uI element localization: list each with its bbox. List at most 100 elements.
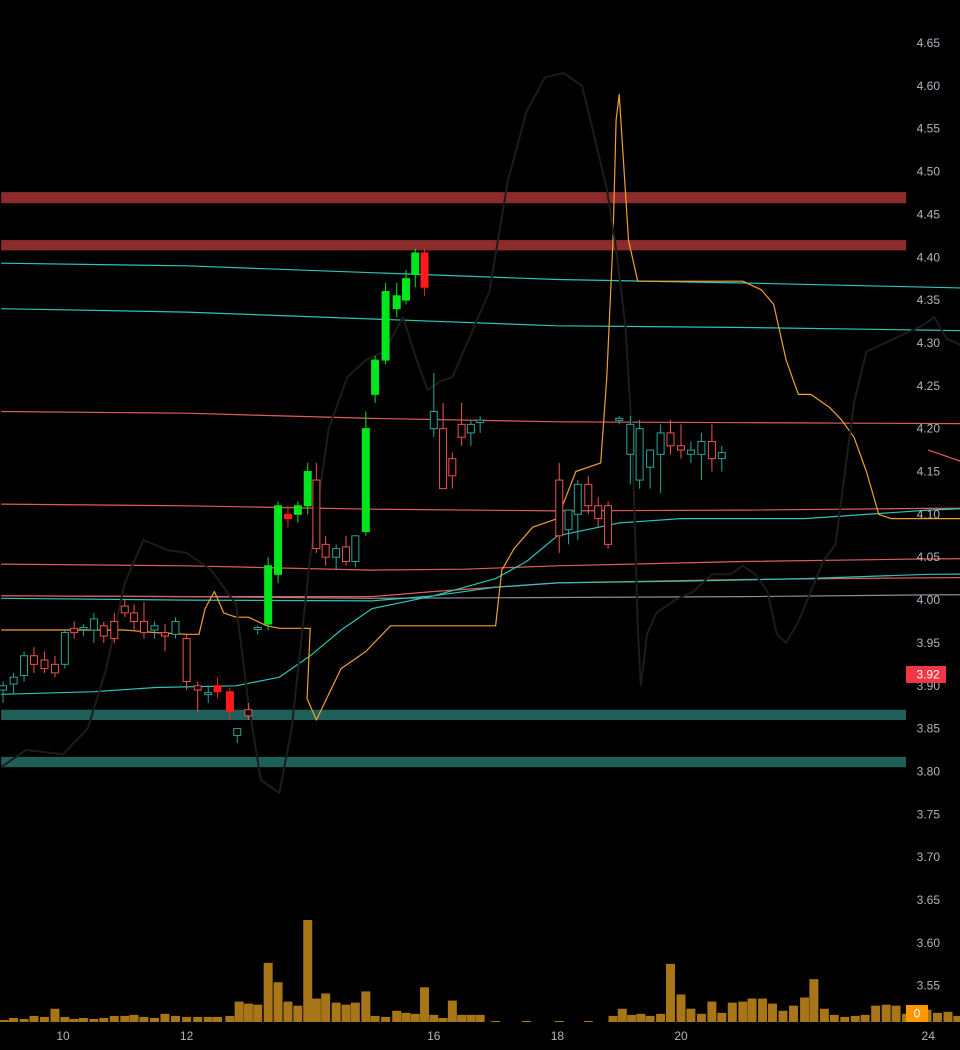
candle-body (40, 659, 49, 670)
candle[interactable] (457, 402, 466, 446)
candle[interactable] (351, 535, 360, 568)
volume-bar (253, 1004, 263, 1022)
candle[interactable] (29, 647, 38, 673)
candle[interactable] (225, 687, 234, 721)
candle[interactable] (171, 617, 180, 639)
candle[interactable] (40, 651, 49, 673)
candle[interactable] (392, 282, 401, 318)
candle[interactable] (626, 415, 635, 485)
candle[interactable] (0, 681, 8, 703)
candle[interactable] (233, 728, 242, 744)
indicator-lines (0, 72, 960, 794)
candle-body (594, 505, 603, 520)
candle-body (293, 505, 302, 515)
candle-body (9, 676, 18, 685)
candle[interactable] (656, 424, 665, 493)
candle-body (193, 685, 202, 691)
candle-body (160, 632, 169, 637)
candle[interactable] (361, 411, 370, 536)
candle[interactable] (604, 501, 613, 549)
candle-body (120, 605, 129, 614)
candle[interactable] (50, 655, 59, 678)
volume-bar (457, 1014, 467, 1022)
candle[interactable] (253, 625, 262, 635)
candle[interactable] (293, 501, 302, 523)
volume-bar (19, 1018, 29, 1022)
price-tick-label: 3.80 (917, 764, 941, 778)
candle[interactable] (381, 282, 390, 365)
volume-bars (0, 920, 960, 1022)
candle[interactable] (160, 624, 169, 652)
candle[interactable] (646, 449, 655, 489)
candle[interactable] (635, 420, 644, 489)
time-axis[interactable]: 101216182024262 (56, 1029, 960, 1043)
candle[interactable] (244, 702, 253, 721)
volume-bar (69, 1018, 79, 1022)
candle-body (564, 509, 573, 531)
candle[interactable] (332, 544, 341, 571)
candle[interactable] (283, 505, 292, 528)
volume-bar (293, 1005, 303, 1022)
candle[interactable] (615, 415, 624, 425)
price-tick-label: 4.15 (917, 465, 941, 479)
candle[interactable] (130, 604, 139, 631)
time-tick-label: 18 (551, 1029, 565, 1043)
red-line-5 (928, 449, 960, 462)
price-tick-label: 4.45 (917, 207, 941, 221)
candle[interactable] (60, 630, 69, 669)
candle[interactable] (89, 612, 98, 643)
candle[interactable] (321, 535, 330, 566)
candle[interactable] (476, 415, 485, 433)
price-axis[interactable]: 4.65 4.60 4.55 4.50 4.45 4.40 4.35 4.30 4.25 4.20… (917, 36, 941, 993)
candle[interactable] (342, 535, 351, 566)
candle[interactable] (429, 372, 438, 438)
candle[interactable] (182, 634, 191, 691)
price-tick-label: 3.55 (917, 979, 941, 993)
candle[interactable] (420, 248, 429, 296)
candle[interactable] (274, 501, 283, 583)
candle[interactable] (264, 557, 273, 631)
candle[interactable] (303, 462, 312, 515)
candle[interactable] (79, 624, 88, 637)
candle-body (457, 423, 466, 438)
candle[interactable] (717, 445, 726, 472)
candle[interactable] (466, 420, 475, 446)
volume-bar (522, 1020, 531, 1022)
candle[interactable] (666, 420, 675, 455)
candle-body (573, 483, 582, 515)
candle[interactable] (677, 424, 685, 459)
candle[interactable] (573, 480, 582, 541)
candle[interactable] (193, 681, 202, 712)
candle[interactable] (401, 270, 410, 305)
candle[interactable] (448, 452, 457, 489)
candle[interactable] (686, 441, 695, 463)
candle-body (233, 728, 242, 736)
candle[interactable] (564, 509, 573, 545)
price-tick-label: 3.85 (917, 722, 941, 736)
candle[interactable] (439, 402, 448, 490)
candle[interactable] (204, 685, 213, 703)
candle[interactable] (139, 601, 148, 639)
candle[interactable] (555, 462, 564, 553)
candle[interactable] (707, 424, 716, 472)
candle[interactable] (70, 621, 79, 639)
candle[interactable] (120, 600, 129, 618)
candle[interactable] (9, 672, 18, 695)
volume-bar (273, 982, 283, 1022)
candle[interactable] (584, 475, 593, 515)
candle[interactable] (20, 651, 29, 682)
candle[interactable] (371, 355, 380, 403)
candle[interactable] (150, 621, 159, 639)
candles[interactable] (0, 248, 726, 744)
candle[interactable] (110, 612, 119, 643)
candle[interactable] (697, 432, 706, 481)
candle[interactable] (213, 677, 222, 699)
candle[interactable] (99, 621, 108, 643)
candle[interactable] (594, 497, 603, 528)
candle-body (70, 627, 79, 634)
candle[interactable] (312, 462, 321, 553)
volume-bar (0, 1019, 9, 1022)
candle[interactable] (411, 248, 420, 288)
volume-bar (225, 1015, 235, 1022)
